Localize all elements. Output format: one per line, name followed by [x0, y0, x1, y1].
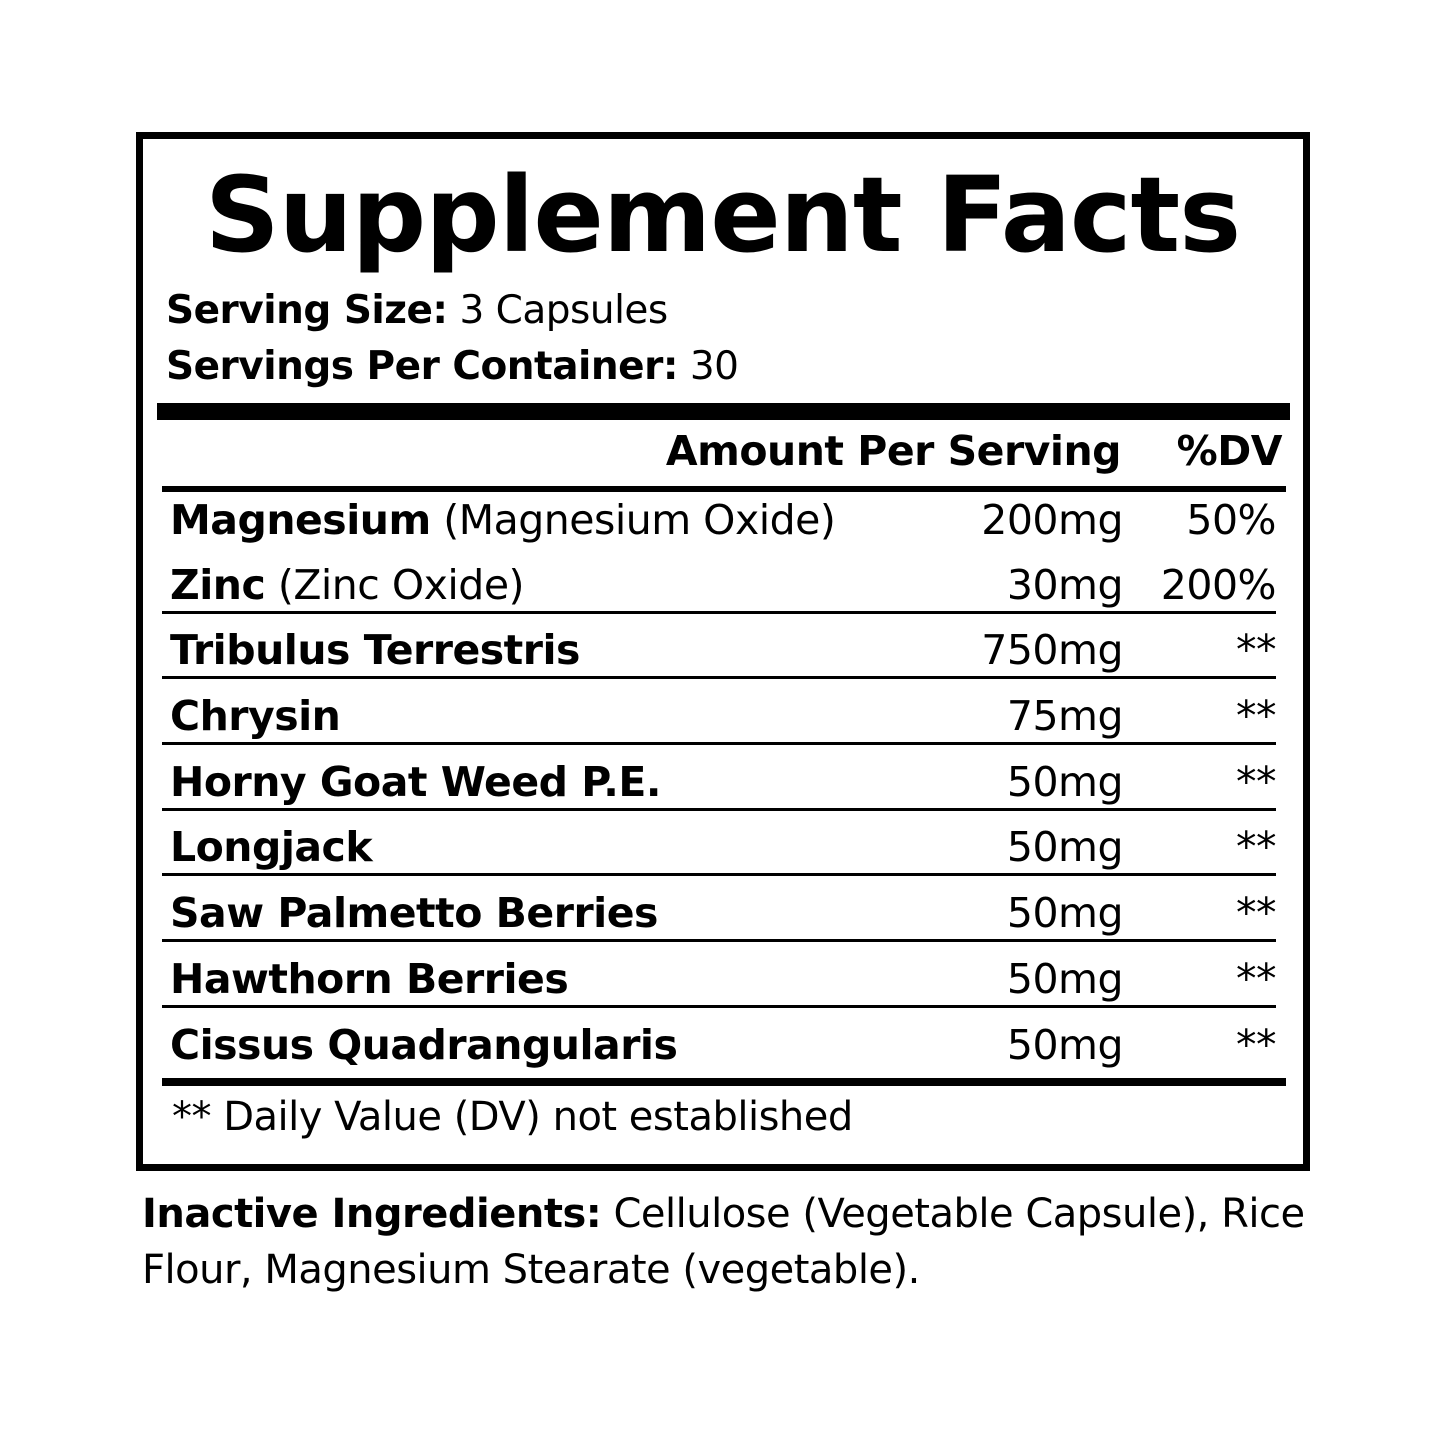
ingredient-source: (Magnesium Oxide): [443, 496, 836, 544]
row-divider: [162, 676, 1276, 679]
row-divider: [162, 873, 1276, 876]
inactive-text: Cellulose (Vegetable Capsule), Rice Flou…: [142, 1191, 1305, 1293]
serving-size-value: 3 Capsules: [459, 288, 668, 333]
ingredient-name: Hawthorn Berries: [170, 955, 569, 1003]
ingredient-dv: 200%: [1160, 561, 1277, 609]
servings-label: Servings Per Container:: [166, 344, 678, 389]
ingredient-name-bold: Hawthorn Berries: [170, 955, 569, 1003]
ingredient-dv: **: [1236, 955, 1277, 1003]
ingredient-name: Saw Palmetto Berries: [170, 889, 658, 937]
footnote: ** Daily Value (DV) not established: [172, 1094, 853, 1140]
ingredient-name: Horny Goat Weed P.E.: [170, 758, 661, 806]
ingredient-row: Cissus Quadrangularis 50mg **: [170, 1015, 1277, 1075]
ingredient-amount: 50mg: [1006, 889, 1124, 937]
ingredient-name: Magnesium (Magnesium Oxide): [170, 496, 836, 544]
ingredient-name: Chrysin: [170, 692, 341, 740]
ingredient-amount: 50mg: [1006, 955, 1124, 1003]
serving-size-label: Serving Size:: [166, 288, 448, 333]
header-divider: [162, 486, 1286, 492]
ingredient-name: Cissus Quadrangularis: [170, 1021, 678, 1069]
ingredient-dv: **: [1236, 626, 1277, 674]
ingredient-dv: **: [1236, 692, 1277, 740]
ingredient-name-bold: Tribulus Terrestris: [170, 626, 580, 674]
amount-header: Amount Per Serving: [665, 427, 1122, 475]
row-divider: [162, 939, 1276, 942]
row-divider: [162, 1005, 1276, 1008]
ingredient-name-bold: Magnesium: [170, 496, 431, 544]
ingredient-name-bold: Horny Goat Weed P.E.: [170, 758, 661, 806]
servings-per-container: Servings Per Container: 30: [166, 342, 739, 392]
ingredient-row: Horny Goat Weed P.E. 50mg **: [170, 752, 1277, 812]
thick-divider: [157, 403, 1290, 420]
ingredient-row: Zinc (Zinc Oxide) 30mg 200%: [170, 555, 1277, 615]
ingredient-row: Saw Palmetto Berries 50mg **: [170, 883, 1277, 943]
ingredient-dv: **: [1236, 758, 1277, 806]
bottom-divider: [162, 1078, 1286, 1086]
inactive-ingredients: Inactive Ingredients: Cellulose (Vegetab…: [142, 1186, 1322, 1298]
row-divider: [162, 808, 1276, 811]
ingredient-row: Longjack 50mg **: [170, 817, 1277, 877]
ingredient-row: Magnesium (Magnesium Oxide) 200mg 50%: [170, 490, 1276, 550]
ingredient-amount: 30mg: [1006, 561, 1124, 609]
ingredient-name-bold: Longjack: [170, 823, 373, 871]
ingredient-name: Longjack: [170, 823, 373, 871]
ingredient-amount: 50mg: [1006, 1021, 1124, 1069]
ingredient-amount: 50mg: [1006, 823, 1124, 871]
ingredient-amount: 200mg: [981, 496, 1123, 544]
ingredient-name-bold: Cissus Quadrangularis: [170, 1021, 678, 1069]
inactive-label: Inactive Ingredients:: [142, 1191, 602, 1237]
ingredient-name-bold: Zinc: [170, 561, 266, 609]
ingredient-dv: **: [1236, 1021, 1277, 1069]
ingredient-row: Hawthorn Berries 50mg **: [170, 949, 1277, 1009]
ingredient-amount: 50mg: [1006, 758, 1124, 806]
ingredient-name-bold: Chrysin: [170, 692, 341, 740]
ingredient-amount: 75mg: [1006, 692, 1124, 740]
ingredient-dv: **: [1236, 823, 1277, 871]
serving-size: Serving Size: 3 Capsules: [166, 286, 668, 336]
ingredient-dv: **: [1236, 889, 1277, 937]
ingredient-row: Chrysin 75mg **: [170, 686, 1277, 746]
ingredient-source: (Zinc Oxide): [277, 561, 525, 609]
ingredient-row: Tribulus Terrestris 750mg **: [170, 620, 1277, 680]
ingredient-dv: 50%: [1186, 496, 1276, 544]
facts-panel-border: [136, 132, 1310, 1171]
servings-value: 30: [689, 344, 739, 389]
dv-header: %DV: [1176, 427, 1283, 475]
panel-title: Supplement Facts: [204, 154, 1241, 276]
ingredient-name: Zinc (Zinc Oxide): [170, 561, 525, 609]
row-divider: [162, 611, 1276, 614]
ingredient-name: Tribulus Terrestris: [170, 626, 580, 674]
ingredient-name-bold: Saw Palmetto Berries: [170, 889, 658, 937]
row-divider: [162, 742, 1276, 745]
ingredient-amount: 750mg: [981, 626, 1123, 674]
